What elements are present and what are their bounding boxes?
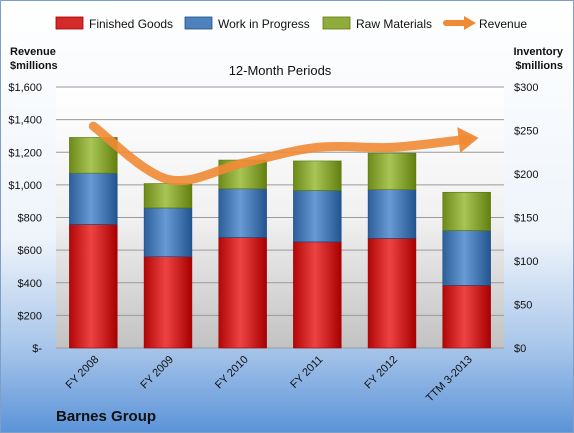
bar-raw-materials (143, 183, 193, 209)
bar-work-in-progress (218, 188, 267, 238)
left-axis-title-line1: Revenue (10, 46, 56, 58)
left-tick-label: $1,000 (8, 180, 42, 192)
bar-finished-goods (69, 224, 118, 349)
bar-finished-goods (218, 237, 267, 349)
left-tick-label: $- (32, 343, 42, 355)
left-axis-ticks: $- $200 $400 $600 $800 $1,000 $1,200 $1,400 $1,6… (8, 82, 42, 355)
legend-label: Revenue (479, 17, 527, 31)
left-tick-label: $1,400 (8, 115, 42, 127)
left-tick-label: $1,200 (8, 147, 42, 159)
left-tick-label: $600 (18, 245, 42, 257)
bar-series (69, 137, 491, 349)
chart-title: 12-Month Periods (229, 63, 332, 78)
bar-raw-materials (442, 191, 491, 231)
left-tick-label: $200 (18, 310, 42, 322)
legend-swatch (55, 16, 84, 30)
right-tick-label: $300 (514, 82, 538, 94)
right-tick-label: $50 (514, 300, 532, 312)
bar-finished-goods (442, 285, 491, 349)
bar-work-in-progress (69, 172, 118, 225)
right-axis-ticks: $0 $50 $100 $150 $200 $250 $300 (514, 82, 538, 355)
legend-label: Work in Progress (218, 17, 310, 31)
left-tick-label: $800 (18, 213, 42, 225)
bar-work-in-progress (442, 230, 491, 286)
bar-finished-goods (293, 241, 342, 349)
right-tick-label: $0 (514, 343, 526, 355)
right-tick-label: $250 (514, 126, 538, 138)
revenue-arrow-head (457, 127, 479, 153)
right-tick-label: $200 (514, 169, 538, 181)
left-tick-label: $1,600 (8, 82, 42, 94)
legend-swatch (184, 16, 213, 30)
legend: Finished Goods Work in Progress Raw Materi… (55, 16, 527, 31)
right-tick-label: $100 (514, 256, 538, 268)
legend-swatch (322, 16, 351, 30)
bar-work-in-progress (367, 189, 417, 239)
company-name: Barnes Group (56, 408, 156, 425)
bar-work-in-progress (293, 190, 342, 243)
revenue-line-path (88, 121, 472, 186)
right-axis-title-line1: Inventory (513, 46, 563, 58)
bar-raw-materials (293, 160, 342, 191)
right-axis-title-line2: $millions (515, 60, 563, 72)
revenue-line (88, 121, 479, 186)
legend-label: Raw Materials (356, 17, 432, 31)
right-tick-label: $150 (514, 213, 538, 225)
bar-finished-goods (143, 256, 193, 349)
left-axis-title-line2: $millions (10, 60, 58, 72)
bar-finished-goods (367, 238, 417, 349)
bar-raw-materials (367, 152, 417, 190)
bar-work-in-progress (143, 207, 193, 257)
legend-arrow (464, 16, 476, 30)
left-tick-label: $400 (18, 278, 42, 290)
legend-label: Finished Goods (89, 17, 173, 31)
